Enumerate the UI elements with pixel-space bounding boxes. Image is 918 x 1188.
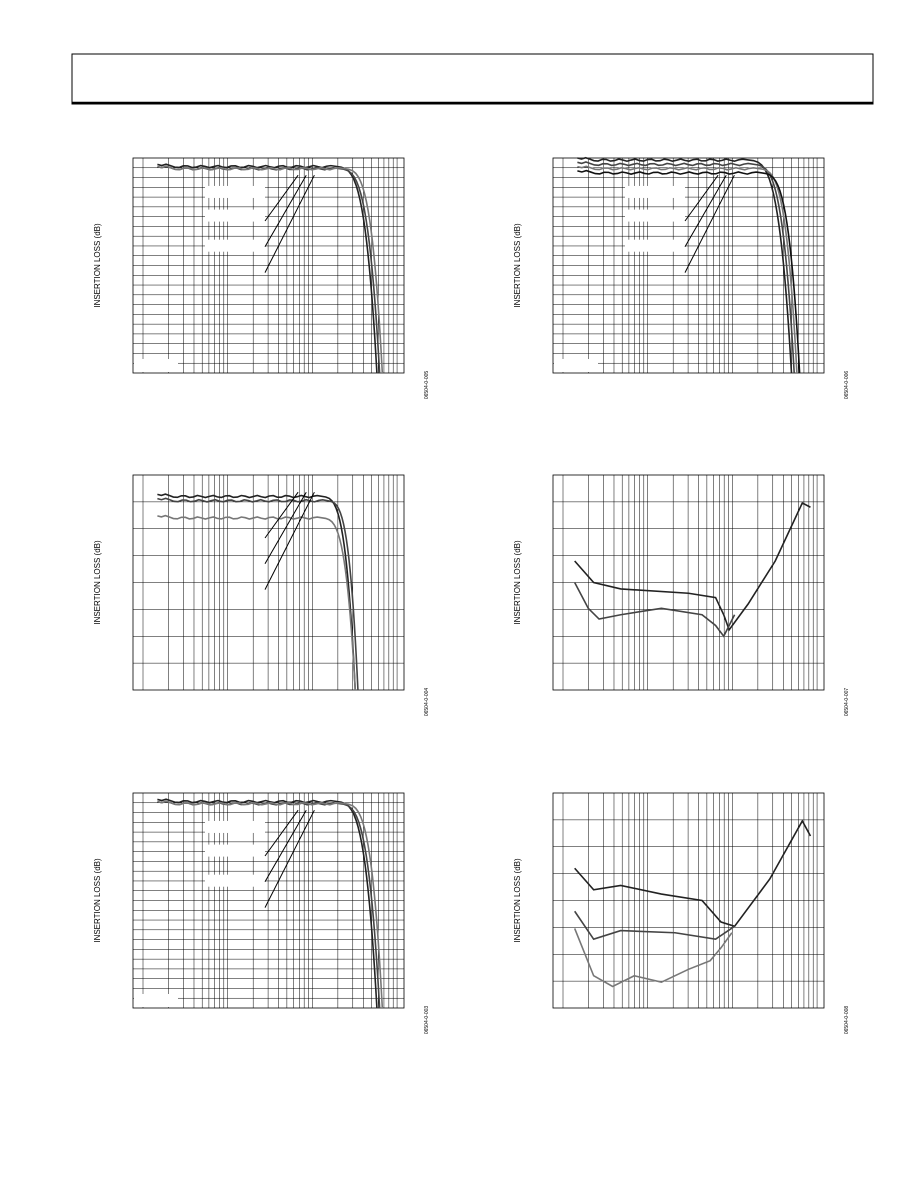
trace (577, 165, 798, 374)
figure (132, 474, 405, 691)
label-box (625, 209, 685, 222)
trace (577, 161, 795, 374)
figure (132, 157, 405, 374)
figure-id: 06504-0-008 (844, 1006, 850, 1035)
trace (577, 169, 801, 374)
trace (157, 165, 384, 374)
trace (574, 501, 811, 632)
annotation-arrow (684, 174, 727, 248)
label-box (554, 359, 598, 372)
y-axis-label: INSERTION LOSS (dB) (93, 223, 102, 308)
trace (573, 582, 736, 638)
figure-id: 06504-0-007 (844, 688, 850, 717)
annotation-arrow (264, 174, 299, 222)
label-box (205, 844, 265, 857)
figure-id: 06504-0-004 (424, 688, 430, 717)
annotation-arrow (264, 491, 299, 539)
trace (157, 514, 357, 691)
y-axis-label: INSERTION LOSS (dB) (93, 858, 102, 943)
annotation-arrow (264, 174, 315, 273)
label-box (205, 239, 265, 252)
trace (574, 819, 812, 928)
annotation-arrow (264, 809, 299, 857)
annotation-arrow (684, 174, 719, 222)
plot-frame (132, 157, 405, 374)
label-box (134, 359, 178, 372)
figure (552, 474, 825, 691)
figure (552, 156, 825, 374)
y-axis-label: INSERTION LOSS (dB) (513, 223, 522, 308)
plot-frame (132, 474, 405, 691)
trace (573, 928, 733, 988)
annotation-arrow (684, 174, 735, 273)
annotation-arrow (264, 809, 307, 883)
plot-frame (552, 792, 825, 1009)
figure (552, 792, 825, 1009)
trace (157, 493, 357, 691)
header-box (71, 53, 874, 105)
figure-id: 06504-0-005 (424, 371, 430, 400)
label-box (625, 239, 685, 252)
y-axis-label: INSERTION LOSS (dB) (513, 858, 522, 943)
label-box (134, 994, 178, 1007)
plot-frame (552, 474, 825, 691)
trace (574, 910, 736, 941)
annotation-arrow (264, 491, 307, 565)
figure-id: 06504-0-006 (844, 371, 850, 400)
annotation-arrow (264, 809, 315, 908)
trace (577, 156, 793, 374)
label-box (205, 209, 265, 222)
label-box (205, 820, 265, 833)
annotation-arrow (264, 174, 307, 248)
figure-id: 06504-0-003 (424, 1006, 430, 1035)
y-axis-label: INSERTION LOSS (dB) (513, 540, 522, 625)
trace (157, 800, 384, 1009)
label-box (205, 185, 265, 198)
y-axis-label: INSERTION LOSS (dB) (93, 540, 102, 625)
label-box (205, 874, 265, 887)
figure (132, 792, 405, 1009)
plot-frame (132, 792, 405, 1009)
trace (157, 497, 359, 691)
label-box (625, 185, 685, 198)
plot-frame (552, 157, 825, 374)
annotation-arrow (264, 491, 315, 590)
